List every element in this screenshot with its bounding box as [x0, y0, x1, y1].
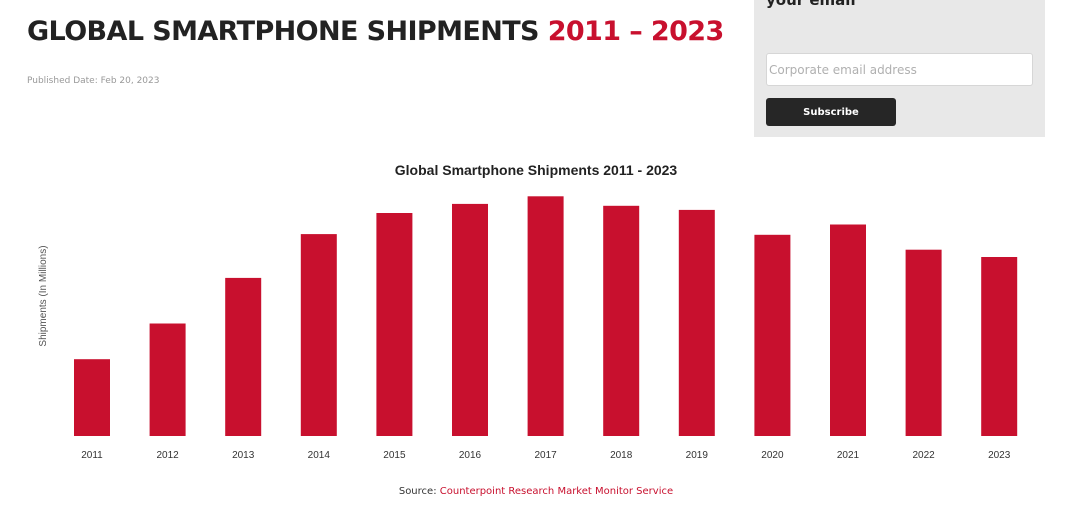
- y-axis-label: Shipments (In Millions): [38, 245, 49, 346]
- x-tick-label-2013: 2013: [232, 450, 255, 461]
- page-title-main: GLOBAL SMARTPHONE SHIPMENTS: [27, 16, 539, 47]
- bar-series: [74, 196, 1018, 436]
- source-link[interactable]: Counterpoint Research Market Monitor Ser…: [439, 486, 674, 497]
- bar-2012: [149, 323, 186, 436]
- bar-2021: [830, 224, 866, 436]
- bar-2023: [981, 257, 1018, 436]
- bar-2022: [905, 249, 942, 436]
- x-tick-label-2015: 2015: [383, 450, 406, 461]
- x-tick-label-2020: 2020: [761, 450, 784, 461]
- x-tick-label-2012: 2012: [156, 450, 179, 461]
- x-tick-label-2011: 2011: [81, 450, 103, 461]
- shipments-chart: Global Smartphone Shipments 2011 - 2023 …: [38, 162, 1018, 461]
- bar-2017: [527, 196, 564, 436]
- bar-2014: [300, 234, 337, 436]
- x-tick-label-2018: 2018: [610, 450, 633, 461]
- x-tick-label-2023: 2023: [988, 450, 1011, 461]
- x-tick-label-2022: 2022: [912, 450, 935, 461]
- bar-2018: [603, 205, 640, 436]
- page-title-years: 2011 – 2023: [547, 16, 725, 47]
- x-tick-label-2017: 2017: [534, 450, 557, 461]
- x-axis-ticks: 2011 2012 2013 2014 2015 2016 2017 2018 2019 2020…: [81, 450, 1011, 461]
- bar-2016: [452, 203, 488, 436]
- subscribe-panel: your email Subscribe: [754, 0, 1045, 137]
- bar-2015: [376, 213, 413, 436]
- x-tick-label-2016: 2016: [459, 450, 482, 461]
- source-note: Source: Counterpoint Research Market Mon…: [0, 486, 1072, 497]
- x-tick-label-2014: 2014: [308, 450, 331, 461]
- bar-2020: [754, 234, 791, 436]
- page-title: GLOBAL SMARTPHONE SHIPMENTS 2011 – 2023: [27, 16, 724, 47]
- subscribe-heading: your email: [766, 0, 856, 9]
- published-date: Published Date: Feb 20, 2023: [27, 76, 160, 86]
- bar-2011: [74, 359, 110, 436]
- bar-2013: [225, 277, 262, 436]
- source-label: Source:: [398, 486, 437, 497]
- bar-2019: [678, 209, 715, 436]
- chart-title: Global Smartphone Shipments 2011 - 2023: [395, 162, 678, 178]
- email-input[interactable]: [766, 53, 1033, 86]
- x-tick-label-2021: 2021: [837, 450, 860, 461]
- subscribe-button[interactable]: Subscribe: [766, 98, 896, 126]
- x-tick-label-2019: 2019: [686, 450, 709, 461]
